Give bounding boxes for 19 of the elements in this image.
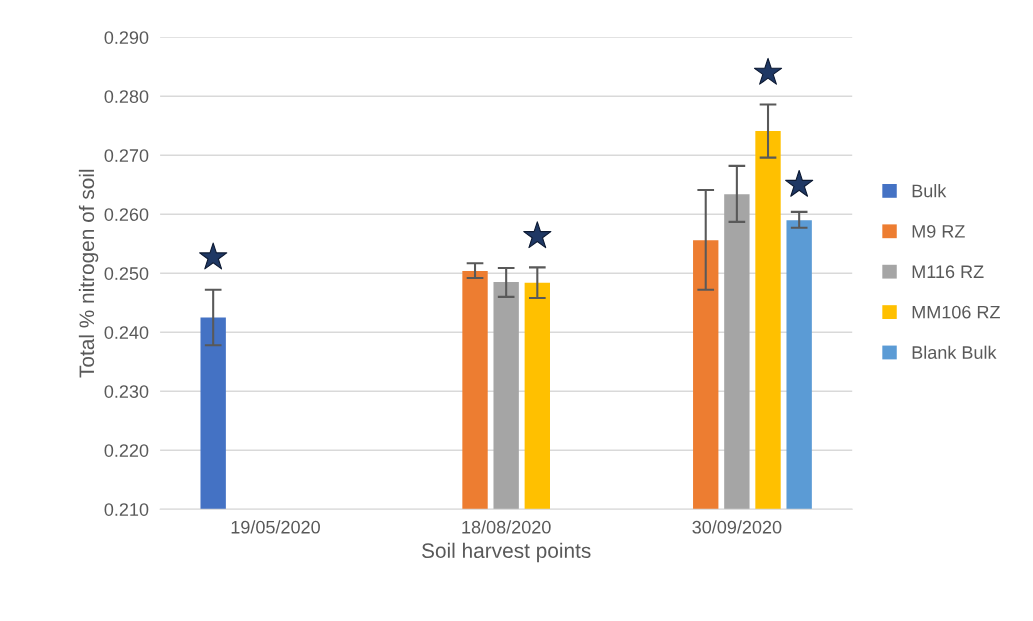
x-tick-label: 18/08/2020 xyxy=(462,520,551,534)
x-axis-title: Soil harvest points xyxy=(422,542,591,563)
legend-label: MM106 RZ xyxy=(912,305,1000,319)
y-tick-label: 0.270 xyxy=(104,149,149,162)
y-tick-label: 0.290 xyxy=(104,31,149,44)
legend-label: Blank Bulk xyxy=(912,345,997,359)
y-tick-label: 0.220 xyxy=(104,444,149,457)
y-tick-label: 0.280 xyxy=(104,90,149,103)
legend-label: Bulk xyxy=(912,184,947,198)
y-tick-label: 0.250 xyxy=(104,267,149,280)
y-axis-title: Total % nitrogen of soil xyxy=(78,169,99,378)
legend-label: M116 RZ xyxy=(912,265,984,279)
y-tick-label: 0.230 xyxy=(104,385,149,398)
x-tick-label: 19/05/2020 xyxy=(231,520,320,534)
y-tick-label: 0.260 xyxy=(104,208,149,221)
x-tick-label: 30/09/2020 xyxy=(692,520,782,534)
y-tick-label: 0.240 xyxy=(104,326,149,339)
legend-label: M9 RZ xyxy=(912,224,965,238)
y-tick-label: 0.210 xyxy=(104,503,149,516)
